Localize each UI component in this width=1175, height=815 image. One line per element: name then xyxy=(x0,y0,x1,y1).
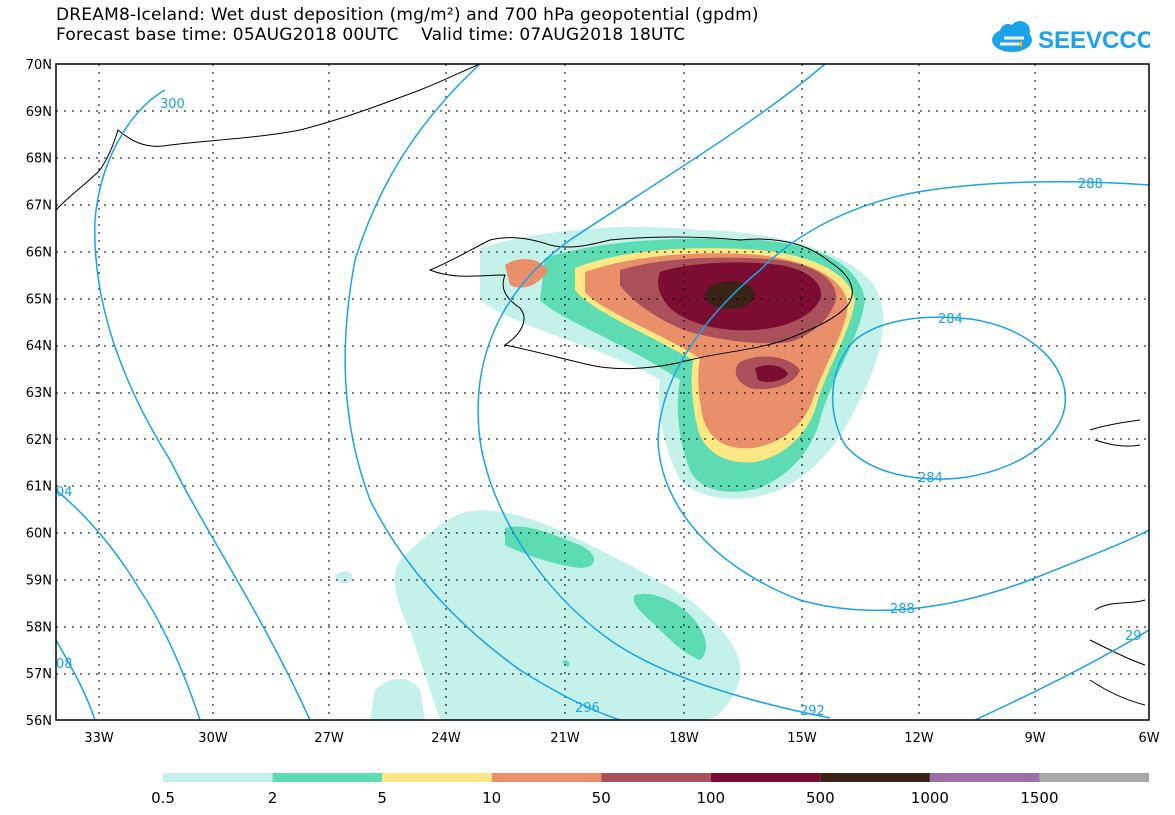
legend-swatch xyxy=(601,773,711,782)
legend-label: 1500 xyxy=(1020,789,1058,807)
contour-label-292: 292 xyxy=(800,704,825,719)
legend-label: 1000 xyxy=(911,789,949,807)
legend-swatch xyxy=(491,773,602,782)
contour-label-300: 300 xyxy=(160,97,185,112)
x-tick-label: 6W xyxy=(1138,731,1159,746)
x-tick-label: 9W xyxy=(1024,731,1045,746)
legend-label: 100 xyxy=(696,789,725,807)
y-tick-label: 61N xyxy=(26,480,52,495)
legend-swatch xyxy=(710,773,821,782)
x-axis: 33W 30W 27W 24W 21W 18W 15W 12W 9W 6W xyxy=(84,731,1159,746)
y-tick-label: 68N xyxy=(26,152,52,167)
coastlines xyxy=(56,64,1146,706)
contour-label-296: 296 xyxy=(575,701,600,716)
y-tick-label: 59N xyxy=(26,573,52,588)
logo-text: SEEVCCC xyxy=(1038,27,1150,54)
x-tick-label: 30W xyxy=(198,731,228,746)
graticule xyxy=(56,64,1149,720)
x-tick-label: 15W xyxy=(787,731,817,746)
legend-swatch xyxy=(820,773,930,782)
legend-swatch xyxy=(163,773,273,782)
contour-label-288-bottom: 288 xyxy=(890,602,915,617)
chart-title-line2: Forecast base time: 05AUG2018 00UTC Vali… xyxy=(56,25,686,45)
map-frame xyxy=(55,63,1150,721)
y-tick-label: 66N xyxy=(26,245,52,260)
cloud-icon xyxy=(992,21,1032,52)
x-tick-label: 24W xyxy=(431,731,461,746)
legend-label: 50 xyxy=(592,789,611,807)
y-tick-label: 58N xyxy=(26,620,52,635)
y-tick-label: 62N xyxy=(26,433,52,448)
legend-label: 5 xyxy=(377,789,387,807)
legend-swatch xyxy=(272,773,383,782)
legend-swatch xyxy=(382,773,492,782)
y-tick-label: 63N xyxy=(26,386,52,401)
x-tick-label: 27W xyxy=(314,731,344,746)
y-tick-label: 70N xyxy=(26,58,52,73)
y-tick-label: 67N xyxy=(26,199,52,214)
contour-label-304: 04 xyxy=(56,485,73,500)
contour-label-284-bottom: 284 xyxy=(918,471,943,486)
legend-swatch xyxy=(929,773,1040,782)
x-tick-label: 18W xyxy=(669,731,699,746)
contour-label-29x: 29 xyxy=(1125,629,1142,644)
legend-label: 2 xyxy=(268,789,278,807)
legend-label: 10 xyxy=(482,789,501,807)
geopotential-contours xyxy=(56,64,1149,720)
contour-label-308: 08 xyxy=(56,657,73,672)
legend-label: 500 xyxy=(806,789,835,807)
dust-deposition-field xyxy=(335,226,884,720)
seevccc-logo: SEEVCCC xyxy=(992,21,1150,54)
y-tick-label: 60N xyxy=(26,527,52,542)
y-tick-label: 69N xyxy=(26,105,52,120)
y-tick-label: 56N xyxy=(26,714,52,729)
x-tick-label: 33W xyxy=(84,731,114,746)
y-axis: 70N 69N 68N 67N 66N 65N 64N 63N 62N 61N 60N 59N 58N 5… xyxy=(26,58,52,729)
contour-label-288-top: 288 xyxy=(1078,177,1103,192)
y-tick-label: 65N xyxy=(26,292,52,307)
legend-label: 0.5 xyxy=(151,789,175,807)
chart-title-line1: DREAM8-Iceland: Wet dust deposition (mg/… xyxy=(56,5,759,25)
contour-label-284-top: 284 xyxy=(938,312,963,327)
y-tick-label: 64N xyxy=(26,339,52,354)
x-tick-label: 12W xyxy=(904,731,934,746)
y-tick-label: 57N xyxy=(26,667,52,682)
x-tick-label: 21W xyxy=(550,731,580,746)
legend-swatch xyxy=(1039,773,1149,782)
